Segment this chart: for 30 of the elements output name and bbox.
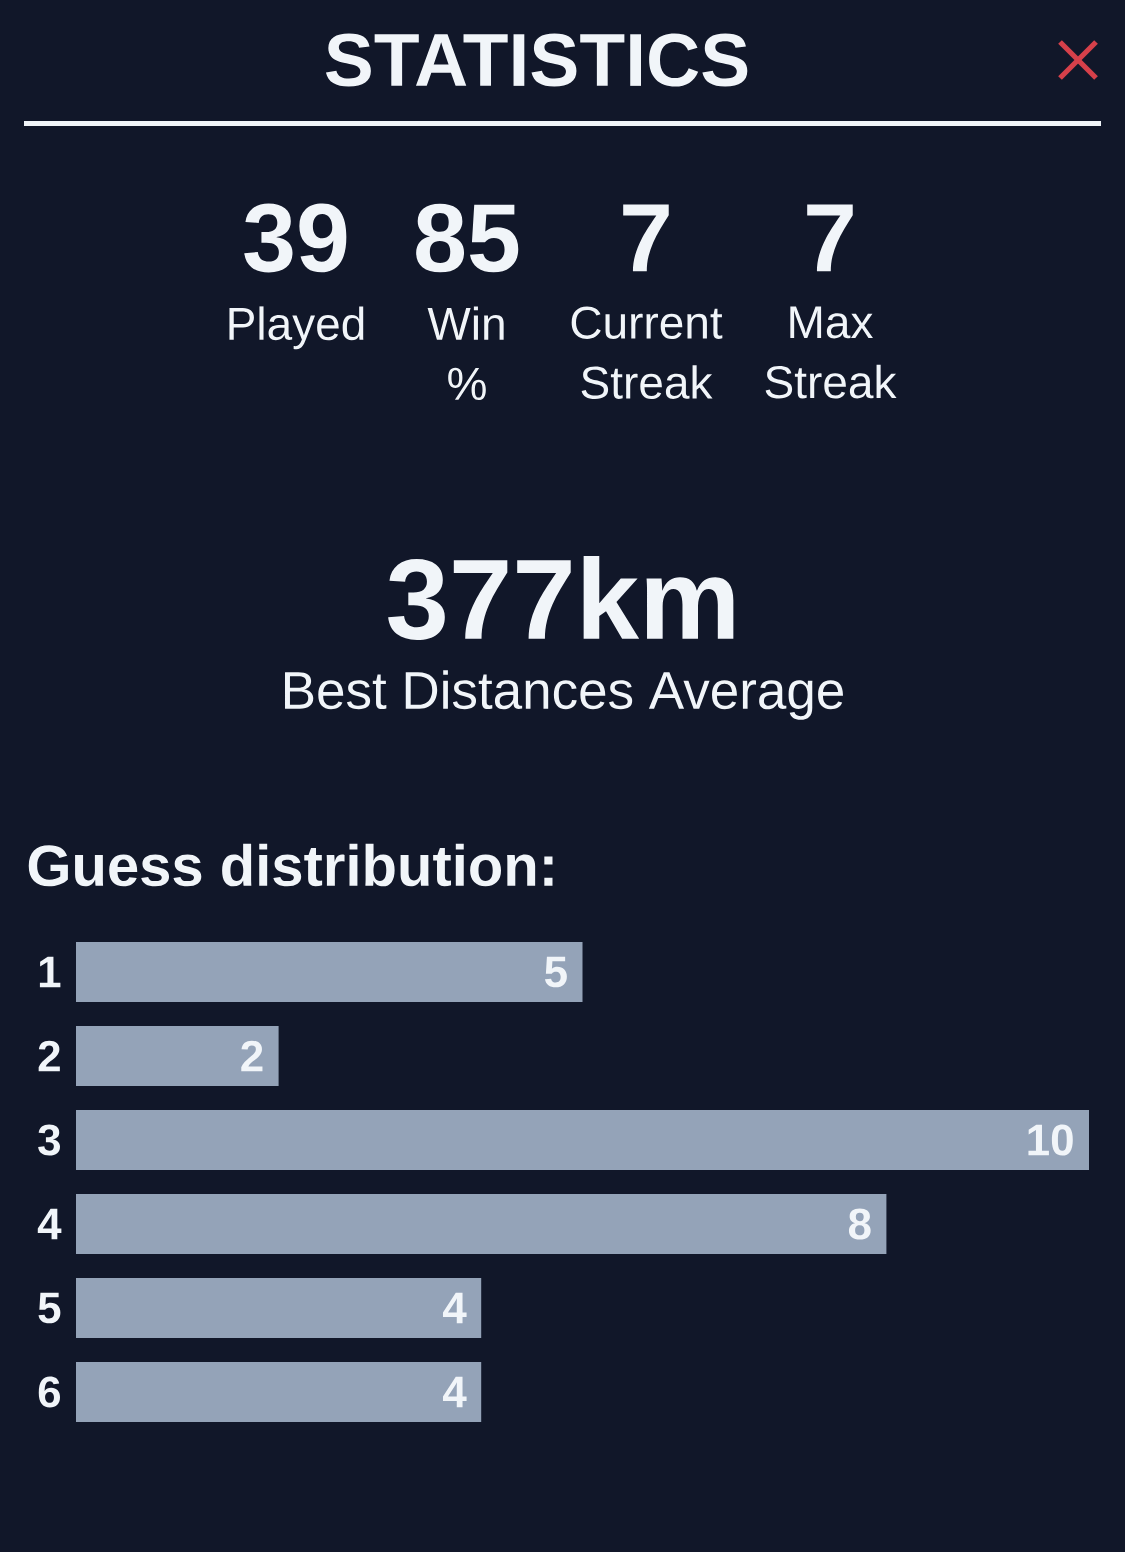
y-tick-label: 1: [39, 956, 61, 988]
data-label: 4: [442, 1292, 467, 1324]
y-tick-label: 2: [38, 1040, 60, 1072]
y-tick-label: 6: [38, 1376, 61, 1408]
bar: [76, 1026, 279, 1087]
text: Played: [229, 306, 364, 350]
chart-title: Guess distribution:: [28, 843, 553, 887]
text: Max Streak: [765, 306, 897, 399]
text: Current Streak: [571, 306, 723, 399]
text: 85: [416, 203, 519, 273]
y-tick-label: 5: [38, 1292, 61, 1324]
bar: [76, 1110, 1090, 1171]
bar: [76, 1194, 887, 1255]
text: STATISTICS: [325, 33, 748, 87]
text: 7: [623, 204, 669, 272]
bar: [76, 1278, 482, 1339]
data-label: 2: [241, 1040, 263, 1072]
text: 377km: [388, 556, 734, 640]
data-label: 8: [848, 1208, 871, 1240]
data-label: 5: [544, 956, 567, 988]
y-tick-label: 3: [38, 1124, 61, 1156]
data-label: 10: [1028, 1124, 1073, 1156]
bar: [76, 942, 583, 1003]
text: Best Distances Average: [285, 670, 843, 720]
bar: [76, 1362, 482, 1423]
data-label: 4: [442, 1376, 467, 1408]
text: 39: [244, 203, 347, 273]
text: 7: [807, 204, 853, 272]
text: Win %: [427, 306, 504, 401]
y-tick-label: 4: [37, 1208, 62, 1240]
